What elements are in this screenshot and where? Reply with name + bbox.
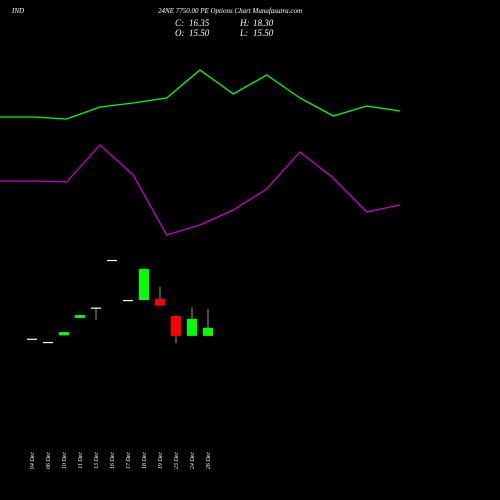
candle-body: [107, 259, 117, 262]
candle-body: [139, 268, 149, 300]
x-tick-label: 26 Dec: [206, 452, 212, 469]
candle-body: [91, 307, 101, 309]
candle-body: [187, 318, 197, 336]
stat-label: O:: [175, 28, 185, 38]
stat-value: 16.35: [189, 18, 210, 28]
indicator-line: [0, 144, 401, 236]
candle-body: [171, 316, 181, 336]
candle-body: [59, 332, 69, 336]
symbol: IND: [11, 7, 24, 15]
stat-label: C:: [175, 18, 184, 28]
stat-value: 15.50: [253, 28, 274, 38]
stat-value: 18.30: [253, 18, 274, 28]
x-tick-label: 13 Dec: [94, 452, 100, 469]
x-tick-label: 10 Dec: [62, 452, 68, 469]
x-tick-label: 18 Dec: [142, 452, 148, 469]
x-tick-label: 17 Dec: [126, 452, 132, 469]
candle-body: [203, 327, 213, 336]
x-tick-label: 16 Dec: [110, 452, 116, 469]
chart-title: 24NE 7750.00 PE Options Chart Munafasutr…: [158, 7, 302, 15]
x-tick-label: 11 Dec: [78, 452, 84, 469]
x-tick-label: 04 Dec: [29, 452, 36, 469]
candle-body: [27, 338, 37, 340]
candle-body: [43, 341, 53, 344]
stat-label: H:: [239, 18, 250, 28]
stat-value: 15.50: [189, 28, 210, 38]
indicator-line: [0, 69, 401, 120]
x-tick-label: 19 Dec: [158, 452, 164, 469]
x-tick-label: 24 Dec: [189, 452, 196, 469]
stat-label: L:: [239, 28, 248, 38]
x-tick-label: 06 Dec: [46, 452, 52, 469]
candle-body: [155, 299, 165, 306]
candle-body: [123, 300, 133, 302]
x-tick-label: 23 Dec: [174, 452, 180, 469]
candle-body: [75, 315, 85, 318]
